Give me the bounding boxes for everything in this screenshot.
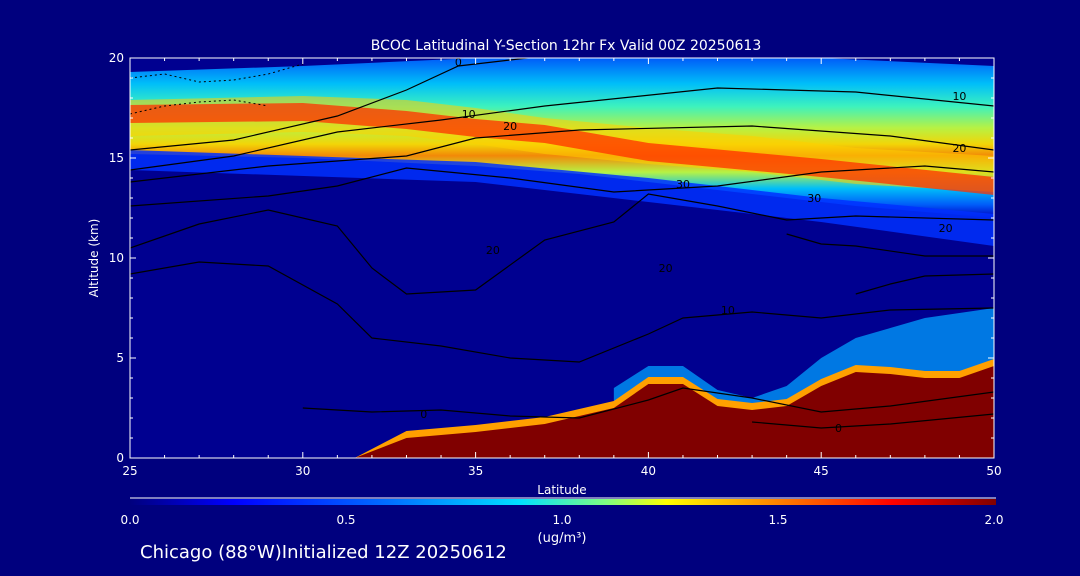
- contour-line: [752, 413, 994, 429]
- colorbar-gradient: [130, 499, 996, 505]
- concentration-band-1.8: [130, 103, 994, 195]
- contour-line-dotted: [130, 63, 303, 83]
- x-tick-label: 35: [468, 464, 483, 478]
- y-axis-label: Altitude (km): [87, 219, 101, 298]
- x-axis-label: Latitude: [537, 483, 586, 497]
- contour-label: 20: [659, 262, 673, 275]
- contour-label: 20: [952, 142, 966, 155]
- contour-label: 10: [462, 108, 476, 121]
- contour-label: 0: [455, 56, 462, 69]
- x-tick-label: 30: [295, 464, 310, 478]
- contour-label: 10: [952, 90, 966, 103]
- contour-label: 30: [807, 192, 821, 205]
- contour-label: 0: [835, 422, 842, 435]
- contour-label: 0: [420, 408, 427, 421]
- smoke-layer-lower-edge: [130, 150, 994, 246]
- contour-label: 10: [721, 304, 735, 317]
- terrain-surface: [130, 366, 994, 458]
- plot-area: 0 10 20 10 20 30 30 20 20 20 10 0 0: [130, 56, 994, 458]
- x-tick-label: 50: [986, 464, 1001, 478]
- contour-line: [130, 87, 994, 171]
- contour-line: [855, 273, 994, 295]
- x-tick-label: 45: [814, 464, 829, 478]
- y-tick-label: 5: [116, 351, 124, 365]
- x-tick-label: 40: [641, 464, 656, 478]
- contour-label: 20: [503, 120, 517, 133]
- x-axis: 25 30 35 40 45 50: [122, 58, 1002, 478]
- chart-title: BCOC Latitudinal Y-Section 12hr Fx Valid…: [371, 38, 761, 54]
- contour-lines: 0 10 20 10 20 30 30 20 20 20 10 0 0: [130, 56, 994, 435]
- colorbar-tick-label: 1.0: [552, 513, 571, 527]
- contour-label: 20: [486, 244, 500, 257]
- contour-line: [786, 233, 994, 257]
- contour-line: [130, 125, 994, 183]
- contour-label: 30: [676, 178, 690, 191]
- caption: Chicago (88°W)Initialized 12Z 20250612: [140, 542, 507, 563]
- colorbar-tick-label: 0.0: [120, 513, 139, 527]
- contour-label: 20: [939, 222, 953, 235]
- contour-line: [302, 387, 994, 419]
- colorbar-units: (ug/m³): [538, 531, 587, 546]
- colorbar-tick-label: 0.5: [336, 513, 355, 527]
- colorbar: [130, 497, 996, 505]
- y-tick-label: 10: [109, 251, 124, 265]
- contour-line-dotted: [130, 99, 269, 115]
- contour-line: [130, 165, 994, 207]
- contour-line: [130, 193, 994, 295]
- y-tick-label: 20: [109, 51, 124, 65]
- y-axis: 0 5 10 15 20: [109, 51, 994, 465]
- colorbar-ticks: 0.0 0.5 1.0 1.5 2.0: [120, 513, 1003, 527]
- colorbar-tick-label: 2.0: [984, 513, 1003, 527]
- x-tick-label: 25: [122, 464, 137, 478]
- y-tick-label: 15: [109, 151, 124, 165]
- contour-line: [130, 261, 994, 363]
- y-tick-label: 0: [116, 451, 124, 465]
- contour-line: [130, 58, 533, 151]
- colorbar-tick-label: 1.5: [768, 513, 787, 527]
- low-level-plume: [613, 308, 994, 410]
